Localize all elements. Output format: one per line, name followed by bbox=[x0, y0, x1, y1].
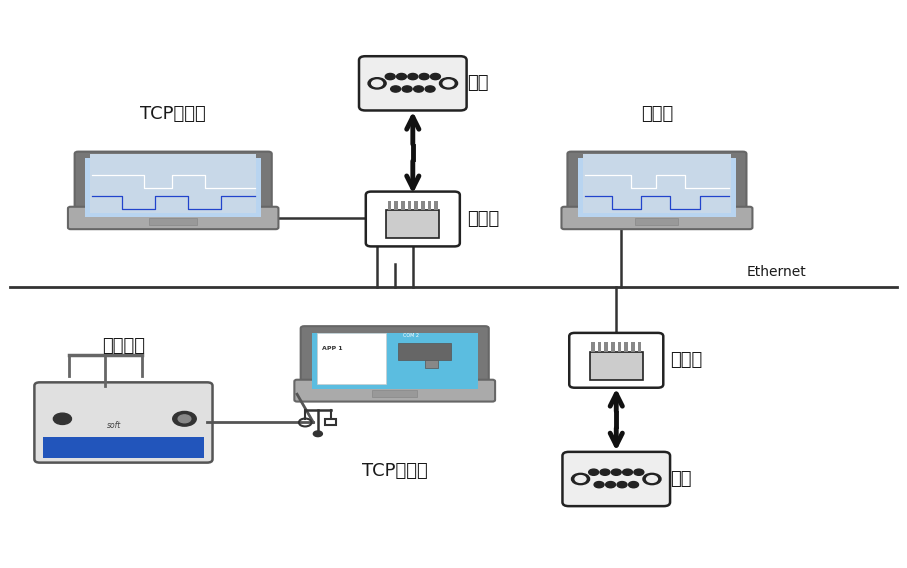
Circle shape bbox=[611, 469, 621, 475]
Bar bbox=[618, 342, 621, 352]
Bar bbox=[611, 342, 615, 352]
Circle shape bbox=[391, 86, 401, 92]
Bar bbox=[636, 218, 678, 225]
FancyBboxPatch shape bbox=[34, 382, 212, 462]
Bar bbox=[604, 342, 608, 352]
Circle shape bbox=[622, 469, 632, 475]
Circle shape bbox=[396, 73, 406, 80]
Bar bbox=[317, 333, 386, 384]
Text: Ethernet: Ethernet bbox=[746, 265, 806, 279]
Bar bbox=[311, 333, 478, 389]
FancyBboxPatch shape bbox=[359, 56, 466, 111]
FancyBboxPatch shape bbox=[366, 191, 460, 247]
Bar bbox=[424, 360, 438, 368]
Circle shape bbox=[313, 431, 322, 437]
FancyBboxPatch shape bbox=[561, 207, 753, 229]
Bar bbox=[414, 201, 418, 210]
Circle shape bbox=[431, 73, 441, 80]
Circle shape bbox=[575, 475, 586, 482]
FancyBboxPatch shape bbox=[301, 326, 489, 396]
Circle shape bbox=[178, 415, 190, 423]
Text: soft: soft bbox=[107, 421, 122, 431]
Text: 上位机: 上位机 bbox=[641, 105, 673, 123]
Circle shape bbox=[634, 469, 644, 475]
Bar bbox=[442, 224, 455, 238]
Circle shape bbox=[444, 80, 454, 87]
Bar bbox=[407, 201, 412, 210]
Circle shape bbox=[372, 80, 383, 87]
Bar bbox=[85, 158, 261, 216]
Circle shape bbox=[617, 482, 627, 488]
Bar bbox=[434, 201, 438, 210]
Bar bbox=[624, 342, 628, 352]
Circle shape bbox=[594, 482, 604, 488]
Bar bbox=[398, 344, 452, 360]
Bar bbox=[638, 342, 641, 352]
Bar bbox=[579, 158, 736, 216]
Circle shape bbox=[368, 78, 386, 89]
Circle shape bbox=[647, 475, 658, 482]
Circle shape bbox=[589, 469, 599, 475]
Circle shape bbox=[571, 473, 590, 485]
Circle shape bbox=[629, 482, 639, 488]
Bar bbox=[387, 201, 391, 210]
FancyBboxPatch shape bbox=[568, 152, 746, 223]
FancyBboxPatch shape bbox=[68, 207, 278, 229]
Bar bbox=[395, 201, 398, 210]
Circle shape bbox=[419, 73, 429, 80]
FancyBboxPatch shape bbox=[570, 333, 663, 388]
FancyBboxPatch shape bbox=[590, 352, 643, 379]
Circle shape bbox=[385, 73, 395, 80]
Text: 串口设备: 串口设备 bbox=[102, 337, 145, 354]
Bar bbox=[372, 224, 385, 238]
Bar bbox=[427, 201, 432, 210]
Circle shape bbox=[172, 411, 196, 426]
Text: COM 2: COM 2 bbox=[403, 333, 419, 338]
FancyBboxPatch shape bbox=[562, 452, 670, 506]
Text: 串口: 串口 bbox=[467, 74, 489, 93]
Bar bbox=[90, 154, 257, 213]
Circle shape bbox=[414, 86, 424, 92]
Text: TCP客户端: TCP客户端 bbox=[141, 105, 206, 123]
Bar bbox=[591, 342, 595, 352]
FancyBboxPatch shape bbox=[74, 152, 272, 223]
Text: TCP服务器: TCP服务器 bbox=[362, 462, 427, 480]
Circle shape bbox=[600, 469, 610, 475]
Circle shape bbox=[402, 86, 412, 92]
Bar bbox=[598, 342, 601, 352]
Circle shape bbox=[606, 482, 616, 488]
Circle shape bbox=[425, 86, 435, 92]
FancyBboxPatch shape bbox=[295, 380, 495, 402]
Bar bbox=[372, 390, 417, 398]
Text: APP 1: APP 1 bbox=[321, 346, 342, 351]
Bar bbox=[43, 437, 204, 457]
Circle shape bbox=[440, 78, 457, 89]
Circle shape bbox=[643, 473, 661, 485]
Bar bbox=[150, 218, 197, 225]
Circle shape bbox=[408, 73, 418, 80]
Bar bbox=[401, 201, 405, 210]
FancyBboxPatch shape bbox=[386, 210, 439, 238]
Text: 以太网: 以太网 bbox=[670, 351, 703, 369]
Bar bbox=[631, 342, 635, 352]
Circle shape bbox=[54, 413, 72, 424]
Text: 串口: 串口 bbox=[670, 470, 692, 488]
Text: 以太网: 以太网 bbox=[467, 210, 500, 228]
Bar bbox=[646, 366, 658, 379]
Bar bbox=[576, 366, 589, 379]
Bar bbox=[421, 201, 424, 210]
Bar bbox=[325, 419, 336, 425]
Bar bbox=[583, 154, 731, 213]
